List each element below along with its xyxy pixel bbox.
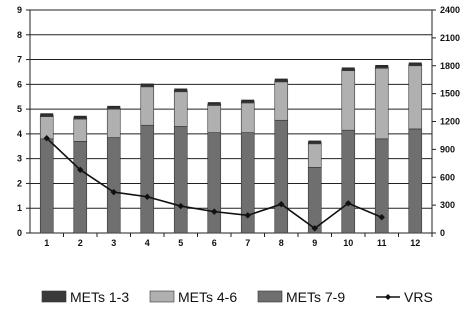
bar-segment: [173, 126, 188, 234]
bar-segment: [274, 81, 289, 121]
right-axis-tick-label: 1500: [440, 89, 460, 99]
bar-segment: [73, 118, 88, 142]
bar-segment: [140, 124, 155, 234]
x-axis-tick-label: 9: [312, 238, 317, 248]
bar-segment: [106, 107, 121, 110]
bar-segment: [73, 141, 88, 234]
bar-segment: [408, 128, 423, 234]
left-axis-tick-label: 8: [17, 30, 22, 40]
legend-label: METs 7-9: [286, 289, 345, 305]
x-axis-tick-label: 10: [343, 238, 353, 248]
bar-segment: [207, 103, 222, 106]
legend-label: VRS: [404, 289, 433, 305]
vrs-point: [311, 225, 318, 232]
x-axis-tick-label: 11: [377, 238, 387, 248]
right-axis-tick-label: 600: [440, 172, 455, 182]
bar-cap: [40, 113, 54, 116]
vrs-point: [43, 135, 50, 142]
bar-cap: [140, 83, 154, 86]
bar-segment: [274, 119, 289, 234]
left-axis-tick-label: 1: [17, 203, 22, 213]
plot-area: [29, 9, 433, 234]
bar-segment: [408, 65, 423, 130]
bar-cap: [73, 115, 87, 118]
x-axis-tick-label: 12: [410, 238, 420, 248]
x-axis-tick-label: 7: [245, 238, 250, 248]
left-axis-tick-label: 5: [17, 104, 22, 114]
bar-cap: [207, 102, 221, 105]
legend-swatch: [257, 290, 283, 303]
bar-cap: [375, 64, 389, 67]
bar-segment: [374, 66, 389, 69]
left-axis-tick-label: 2: [17, 178, 22, 188]
x-axis-tick-label: 5: [178, 238, 183, 248]
vrs-point: [378, 214, 385, 221]
x-axis-tick-label: 3: [111, 238, 116, 248]
bar-segment: [374, 67, 389, 140]
bar-segment: [307, 142, 322, 145]
bar-cap: [274, 78, 288, 81]
x-axis-tick-label: 2: [78, 238, 83, 248]
x-axis-tick-label: 6: [212, 238, 217, 248]
bar-segment: [207, 132, 222, 234]
bar-segment: [207, 105, 222, 133]
bar-segment: [341, 129, 356, 234]
left-axis-tick-label: 3: [17, 154, 22, 164]
vrs-point: [177, 202, 184, 210]
right-axis-tick-label: 0: [440, 228, 445, 238]
right-axis-tick-label: 1800: [440, 61, 460, 71]
bar-segment: [307, 143, 322, 168]
legend-marker: [385, 294, 391, 300]
bar-cap: [408, 62, 422, 65]
bar-cap: [308, 140, 322, 143]
bar-cap: [174, 88, 188, 91]
bar-segment: [39, 138, 54, 234]
vrs-point: [144, 193, 151, 200]
x-axis-tick-label: 1: [44, 238, 49, 248]
left-axis-tick-label: 0: [17, 228, 22, 238]
x-axis-tick-label: 8: [279, 238, 284, 248]
bar-cap: [107, 105, 121, 108]
right-axis-tick-label: 300: [440, 200, 455, 210]
vrs-point: [278, 200, 285, 208]
bar-segment: [240, 102, 255, 133]
bar-segment: [106, 108, 121, 138]
bar-segment: [73, 117, 88, 120]
vrs-point: [244, 212, 251, 219]
bar-segment: [307, 167, 322, 234]
bar-segment: [140, 86, 155, 126]
bar-segment: [274, 80, 289, 83]
legend-swatch: [149, 290, 175, 303]
bar-segment: [408, 64, 423, 67]
bar-segment: [39, 115, 54, 117]
left-axis-tick-label: 9: [17, 5, 22, 15]
bar-segment: [341, 70, 356, 131]
legend-label: METs 4-6: [178, 289, 237, 305]
left-axis-tick-label: 7: [17, 55, 22, 65]
bar-cap: [241, 99, 255, 102]
legend-label: METs 1-3: [70, 289, 129, 305]
bar-segment: [140, 85, 155, 88]
vrs-point: [211, 208, 218, 215]
bar-cap: [341, 67, 355, 70]
x-axis-tick-label: 4: [145, 238, 150, 248]
right-axis-tick-label: 1200: [440, 117, 460, 127]
vrs-point: [345, 200, 352, 207]
bar-segment: [173, 90, 188, 93]
legend-swatch: [41, 290, 67, 303]
right-axis-tick-label: 2100: [440, 33, 460, 43]
bar-segment: [106, 137, 121, 234]
right-axis-tick-label: 900: [440, 144, 455, 154]
left-axis-tick-label: 6: [17, 79, 22, 89]
left-axis-tick-label: 4: [17, 129, 22, 139]
vrs-point: [77, 166, 84, 174]
bar-segment: [341, 69, 356, 72]
right-axis-tick-label: 2400: [440, 5, 460, 15]
bar-segment: [173, 91, 188, 127]
vrs-point: [110, 188, 117, 196]
bar-segment: [240, 101, 255, 104]
